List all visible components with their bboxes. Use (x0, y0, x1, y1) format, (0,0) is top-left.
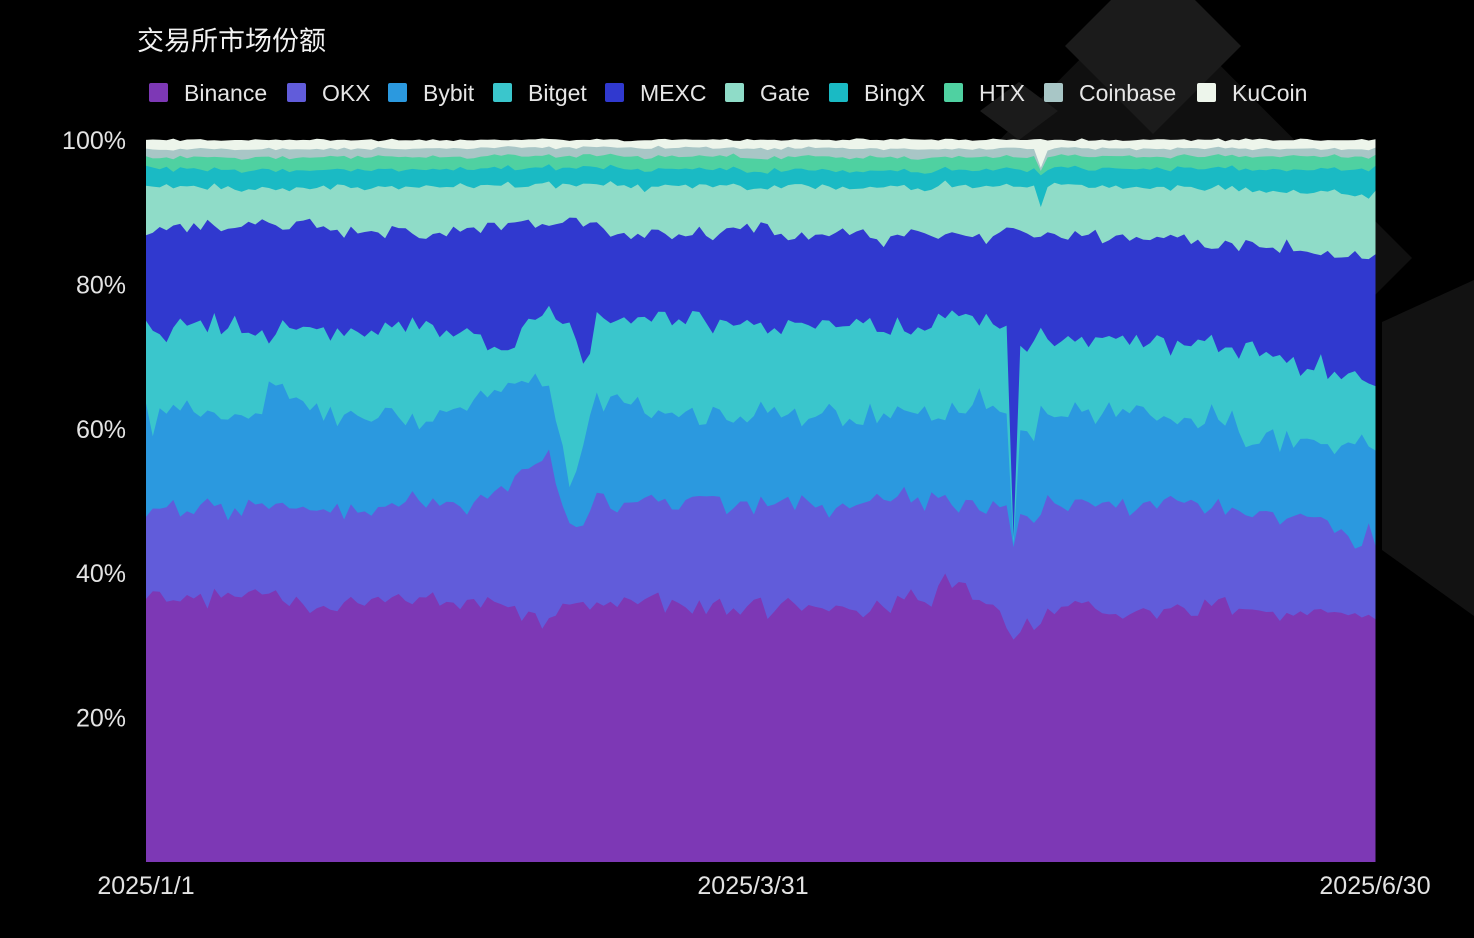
svg-text:2025/3/31: 2025/3/31 (697, 872, 808, 900)
svg-text:60%: 60% (76, 416, 126, 444)
svg-text:80%: 80% (76, 271, 126, 299)
svg-text:BingX: BingX (864, 80, 925, 106)
svg-text:20%: 20% (76, 705, 126, 733)
svg-text:2025/6/30: 2025/6/30 (1319, 872, 1430, 900)
svg-text:100%: 100% (62, 127, 126, 155)
svg-text:Binance: Binance (184, 80, 267, 106)
svg-text:Bitget: Bitget (528, 80, 587, 106)
svg-text:Bybit: Bybit (423, 80, 475, 106)
svg-text:2025/1/1: 2025/1/1 (97, 872, 194, 900)
svg-text:Coinbase: Coinbase (1079, 80, 1176, 106)
svg-text:KuCoin: KuCoin (1232, 80, 1307, 106)
svg-text:MEXC: MEXC (640, 80, 706, 106)
svg-text:Gate: Gate (760, 80, 810, 106)
svg-text:OKX: OKX (322, 80, 371, 106)
svg-text:40%: 40% (76, 560, 126, 588)
svg-text:HTX: HTX (979, 80, 1025, 106)
